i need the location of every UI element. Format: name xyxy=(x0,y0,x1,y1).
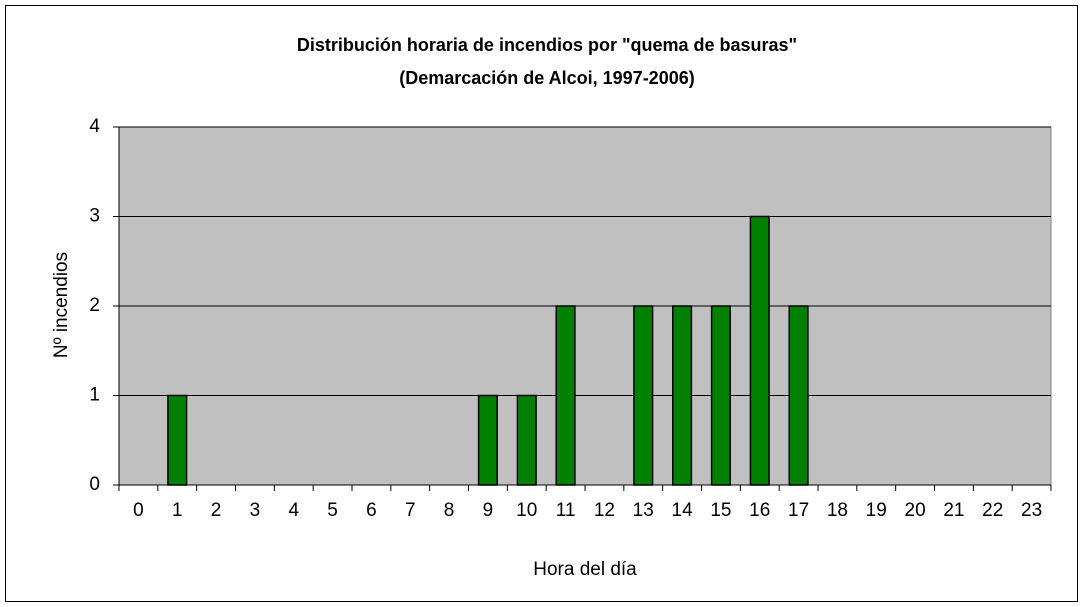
x-tick-label: 4 xyxy=(288,500,299,521)
bar xyxy=(710,305,731,486)
x-tick-label: 10 xyxy=(516,500,537,521)
x-tick-label: 2 xyxy=(211,500,222,521)
bar xyxy=(633,305,654,486)
bar xyxy=(749,215,770,486)
x-tick-label: 19 xyxy=(866,500,887,521)
x-tick-label: 5 xyxy=(327,500,338,521)
x-tick-label: 11 xyxy=(556,500,576,521)
y-tick-label: 1 xyxy=(89,385,100,406)
x-axis-label: Hora del día xyxy=(533,559,637,580)
bar xyxy=(477,394,498,486)
x-tick-label: 6 xyxy=(366,500,377,521)
x-tick-label: 12 xyxy=(594,500,615,521)
x-tick-label: 9 xyxy=(483,500,494,521)
x-tick-label: 16 xyxy=(749,500,770,521)
bar xyxy=(167,394,188,486)
x-tick-label: 15 xyxy=(710,500,731,521)
x-tick-label: 1 xyxy=(172,500,183,521)
x-tick-label: 18 xyxy=(827,500,848,521)
x-tick-label: 13 xyxy=(633,500,654,521)
y-tick-label: 4 xyxy=(89,116,100,137)
x-tick-label: 8 xyxy=(444,500,455,521)
x-tick-label: 23 xyxy=(1021,500,1042,521)
bar xyxy=(555,305,576,486)
x-tick-label: 17 xyxy=(788,500,809,521)
x-tick-label: 3 xyxy=(250,500,261,521)
x-tick-label: 20 xyxy=(905,500,926,521)
bar xyxy=(788,305,809,486)
x-tick-label: 21 xyxy=(943,500,964,521)
chart-subtitle: (Demarcación de Alcoi, 1997-2006) xyxy=(399,68,694,88)
bar xyxy=(516,394,537,486)
x-tick-label: 14 xyxy=(672,500,694,521)
y-tick-label: 0 xyxy=(89,474,100,495)
x-tick-label: 22 xyxy=(982,500,1003,521)
y-tick-label: 2 xyxy=(89,295,100,316)
y-axis-label: Nº incendios xyxy=(51,252,72,358)
y-tick-label: 3 xyxy=(89,206,100,227)
x-tick-label: 0 xyxy=(133,500,144,521)
x-tick-label: 7 xyxy=(405,500,416,521)
chart-title: Distribución horaria de incendios por "q… xyxy=(297,35,797,55)
bar xyxy=(672,305,693,486)
